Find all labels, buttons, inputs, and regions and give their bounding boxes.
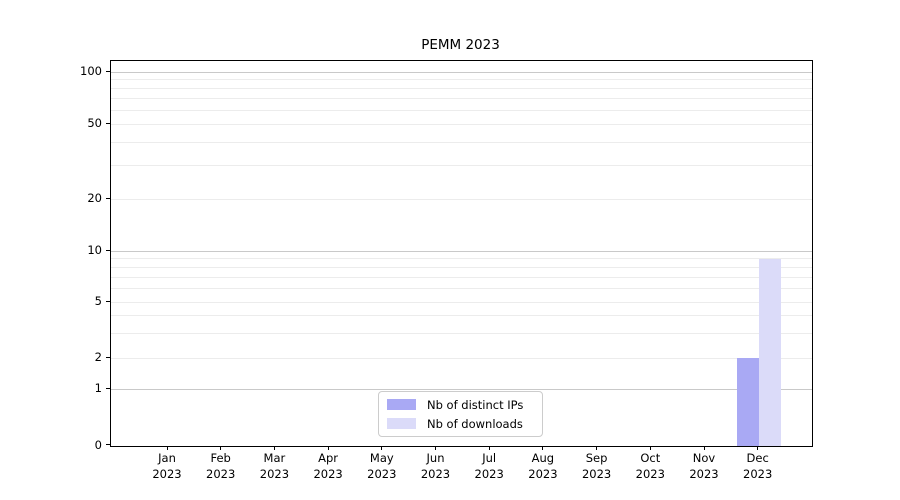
x-tick-month: Dec xyxy=(746,451,769,465)
y-tick-mark xyxy=(106,356,110,358)
x-tick-label-sep: Sep 2023 xyxy=(568,451,626,482)
y-tick-label: 0 xyxy=(94,437,102,452)
gridline-minor xyxy=(111,288,812,290)
gridline-minor xyxy=(111,165,812,167)
x-tick-year: 2023 xyxy=(367,466,397,481)
gridline-major xyxy=(111,250,812,252)
x-tick-mark xyxy=(220,446,222,450)
legend-label-distinct-ips: Nb of distinct IPs xyxy=(427,397,524,412)
y-tick-label: 2 xyxy=(94,350,102,364)
x-tick-year: 2023 xyxy=(581,466,612,481)
x-tick-year: 2023 xyxy=(259,466,290,481)
x-tick-label-feb: Feb 2023 xyxy=(192,451,250,482)
gridline-major xyxy=(111,388,812,390)
x-tick-label-jun: Jun 2023 xyxy=(407,451,465,482)
x-tick-mark xyxy=(488,446,490,450)
chart-title: PEMM 2023 xyxy=(421,37,500,53)
gridline-minor xyxy=(111,276,812,278)
gridline-minor xyxy=(111,315,812,317)
x-tick-year: 2023 xyxy=(689,466,719,481)
y-tick-mark xyxy=(106,249,110,251)
gridline-minor xyxy=(111,79,812,81)
x-tick-mark xyxy=(435,446,436,450)
x-tick-month: Jul xyxy=(482,451,497,465)
legend-item-distinct-ips: Nb of distinct IPs xyxy=(387,397,534,413)
x-tick-year: 2023 xyxy=(313,466,343,481)
y-tick-label: 20 xyxy=(87,191,102,205)
x-tick-month: Feb xyxy=(210,451,231,465)
x-tick-label-dec: Dec 2023 xyxy=(729,451,787,482)
x-tick-label-aug: Aug 2023 xyxy=(514,451,572,482)
x-tick-label-mar: Mar 2023 xyxy=(245,451,303,482)
bar-nb-of-downloads-dec xyxy=(758,258,781,446)
x-tick-month: Jun xyxy=(426,451,445,465)
gridline-minor xyxy=(111,198,812,200)
x-tick-year: 2023 xyxy=(152,466,182,481)
x-tick-month: Nov xyxy=(692,451,716,465)
gridline-minor xyxy=(111,109,812,111)
x-tick-mark xyxy=(166,446,168,450)
x-tick-mark xyxy=(273,446,275,450)
legend-swatch-downloads xyxy=(387,418,416,429)
y-tick-mark xyxy=(106,122,110,124)
x-tick-month: Mar xyxy=(263,451,286,465)
gridline-major xyxy=(111,71,812,73)
gridline-minor xyxy=(111,301,812,303)
x-tick-month: Sep xyxy=(585,451,608,465)
gridline-minor xyxy=(111,98,812,100)
x-tick-year: 2023 xyxy=(474,466,504,481)
y-tick-label: 100 xyxy=(80,64,102,78)
y-tick-label: 50 xyxy=(87,116,102,130)
gridline-minor xyxy=(111,332,812,334)
x-tick-label-apr: Apr 2023 xyxy=(299,451,357,482)
bar-nb-of-distinct-ips-dec xyxy=(736,358,759,446)
plot-area xyxy=(110,60,813,447)
x-tick-month: Apr xyxy=(318,451,339,465)
x-tick-mark xyxy=(381,446,383,450)
x-tick-year: 2023 xyxy=(743,466,773,481)
gridline-minor xyxy=(111,258,812,260)
y-tick-label: 1 xyxy=(94,381,102,395)
x-tick-year: 2023 xyxy=(420,466,451,481)
x-tick-mark xyxy=(649,446,651,450)
legend-item-downloads: Nb of downloads xyxy=(387,416,534,432)
x-tick-month: Aug xyxy=(531,451,555,465)
x-tick-label-jul: Jul 2023 xyxy=(460,451,518,482)
x-tick-mark xyxy=(757,446,759,450)
x-tick-label-may: May 2023 xyxy=(353,451,411,482)
y-tick-mark xyxy=(106,70,110,72)
x-tick-month: May xyxy=(369,451,394,465)
y-tick-label: 10 xyxy=(87,243,102,257)
gridline-minor xyxy=(111,266,812,268)
y-tick-label: 5 xyxy=(94,294,102,308)
y-tick-mark xyxy=(106,444,110,445)
gridline-minor xyxy=(111,141,812,143)
x-tick-mark xyxy=(542,446,544,450)
y-tick-mark xyxy=(106,197,110,199)
gridline-minor xyxy=(111,88,812,90)
x-tick-year: 2023 xyxy=(206,466,236,481)
legend: Nb of distinct IPs Nb of downloads xyxy=(378,391,543,437)
gridline-minor xyxy=(111,123,812,125)
x-tick-month: Jan xyxy=(158,451,176,465)
legend-swatch-distinct-ips xyxy=(387,399,416,410)
y-tick-mark xyxy=(106,387,110,389)
x-tick-year: 2023 xyxy=(528,466,558,481)
x-tick-year: 2023 xyxy=(635,466,665,481)
gridline-minor xyxy=(111,357,812,359)
x-tick-label-nov: Nov 2023 xyxy=(675,451,733,482)
x-tick-label-jan: Jan 2023 xyxy=(138,451,196,482)
x-tick-mark xyxy=(327,446,329,450)
x-tick-mark xyxy=(596,446,598,450)
x-tick-month: Oct xyxy=(640,451,661,465)
x-tick-mark xyxy=(703,446,705,450)
x-tick-label-oct: Oct 2023 xyxy=(621,451,679,482)
legend-label-downloads: Nb of downloads xyxy=(427,416,523,431)
y-tick-mark xyxy=(106,300,110,302)
